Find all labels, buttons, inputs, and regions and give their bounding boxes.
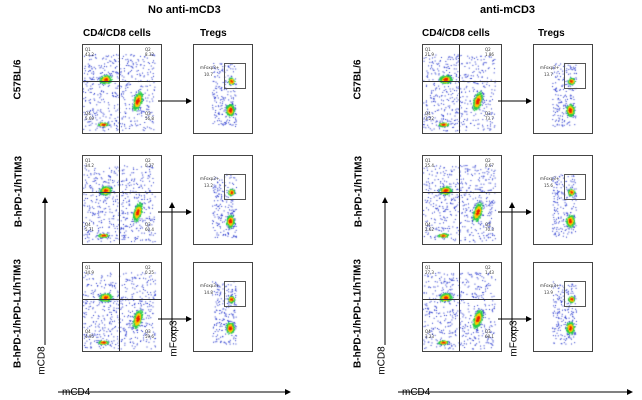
cd4cd8-dotplot: Q1 34.9 Q2 0.25 Q3 59.6 Q4 4.95: [82, 262, 162, 352]
quadrant-label: Q2: [145, 158, 151, 163]
quadrant-value: 73.7: [485, 116, 494, 121]
col-header-cd4cd8-right: CD4/CD8 cells: [422, 28, 490, 39]
treg-dotplot: mFoxp3+ 13.2: [193, 155, 253, 245]
panel-title-left: No anti-mCD3: [148, 4, 221, 16]
quadrant-label: Q2: [485, 158, 491, 163]
quadrant-hline: [423, 299, 501, 300]
col-header-cd4cd8-left: CD4/CD8 cells: [83, 28, 151, 39]
quadrant-vline: [459, 45, 460, 133]
quadrant-label: Q2: [485, 47, 491, 52]
col-header-tregs-left: Tregs: [200, 28, 227, 39]
quadrant-value: 34.2: [85, 163, 94, 168]
quadrant-value: 56.8: [145, 116, 154, 121]
panel-title-right: anti-mCD3: [480, 4, 536, 16]
quadrant-value: 2.62: [425, 227, 434, 232]
treg-gate-label: mFoxp3+: [540, 176, 560, 181]
quadrant-label: Q2: [145, 47, 151, 52]
quadrant-label: Q3: [485, 111, 491, 116]
quadrant-label: Q1: [85, 47, 91, 52]
quadrant-label: Q4: [425, 329, 431, 334]
quadrant-vline: [119, 263, 120, 351]
quadrant-label: Q4: [425, 222, 431, 227]
quadrant-value: 34.9: [85, 270, 94, 275]
quadrant-value: 1.43: [485, 270, 494, 275]
treg-value: 10.7: [204, 72, 213, 77]
quadrant-value: 25.4: [425, 163, 434, 168]
treg-gate: [224, 63, 246, 89]
col-header-tregs-right: Tregs: [538, 28, 565, 39]
treg-gate: [224, 174, 246, 200]
quadrant-label: Q3: [145, 111, 151, 116]
quadrant-value: 5.71: [85, 227, 94, 232]
quadrant-label: Q4: [85, 111, 91, 116]
treg-dotplot: mFoxp3+ 13.7: [533, 44, 593, 134]
quadrant-value: 68.1: [485, 334, 494, 339]
quadrant-value: 60.4: [145, 227, 154, 232]
quadrant-value: 70.3: [485, 227, 494, 232]
quadrant-value: 0.67: [485, 163, 494, 168]
quadrant-label: Q1: [425, 265, 431, 270]
quadrant-label: Q2: [485, 265, 491, 270]
quadrant-value: 1.86: [485, 52, 494, 57]
quadrant-vline: [119, 45, 120, 133]
treg-value: 15.6: [544, 183, 553, 188]
treg-gate: [564, 63, 586, 89]
quadrant-label: Q3: [485, 329, 491, 334]
quadrant-value: 5.69: [85, 116, 94, 121]
quadrant-value: 43.2: [85, 52, 94, 57]
quadrant-value: 3.22: [425, 116, 434, 121]
quadrant-value: 0.27: [145, 163, 154, 168]
quadrant-label: Q4: [85, 222, 91, 227]
quadrant-hline: [423, 81, 501, 82]
cd4cd8-dotplot: Q1 21.9 Q2 1.86 Q3 73.7 Q4 3.22: [422, 44, 502, 134]
treg-value: 14.8: [204, 290, 213, 295]
treg-gate-label: mFoxp3+: [200, 283, 220, 288]
quadrant-value: 21.9: [425, 52, 434, 57]
treg-dotplot: mFoxp3+ 13.9: [533, 262, 593, 352]
treg-value: 13.9: [544, 290, 553, 295]
cd4cd8-dotplot: Q1 34.2 Q2 0.27 Q3 60.4 Q4 5.71: [82, 155, 162, 245]
treg-value: 13.7: [544, 72, 553, 77]
treg-gate-label: mFoxp3+: [200, 176, 220, 181]
quadrant-value: 59.6: [145, 334, 154, 339]
quadrant-label: Q1: [85, 158, 91, 163]
quadrant-hline: [83, 192, 161, 193]
quadrant-value: 8.32: [145, 52, 154, 57]
cd4cd8-dotplot: Q1 43.2 Q2 8.32 Q3 56.8 Q4 5.69: [82, 44, 162, 134]
quadrant-label: Q3: [145, 329, 151, 334]
quadrant-label: Q3: [145, 222, 151, 227]
quadrant-label: Q3: [485, 222, 491, 227]
treg-gate: [564, 174, 586, 200]
quadrant-value: 4.95: [85, 334, 94, 339]
treg-gate: [564, 281, 586, 307]
treg-dotplot: mFoxp3+ 14.8: [193, 262, 253, 352]
quadrant-hline: [423, 192, 501, 193]
treg-gate-label: mFoxp3+: [540, 283, 560, 288]
quadrant-hline: [83, 299, 161, 300]
quadrant-value: 0.25: [145, 270, 154, 275]
cd4cd8-dotplot: Q1 27.3 Q2 1.43 Q3 68.1 Q4 3.23: [422, 262, 502, 352]
quadrant-label: Q2: [145, 265, 151, 270]
quadrant-label: Q1: [425, 47, 431, 52]
quadrant-hline: [83, 81, 161, 82]
treg-dotplot: mFoxp3+ 15.6: [533, 155, 593, 245]
quadrant-label: Q1: [85, 265, 91, 270]
quadrant-vline: [459, 156, 460, 244]
quadrant-value: 3.23: [425, 334, 434, 339]
treg-gate: [224, 281, 246, 307]
cd4cd8-dotplot: Q1 25.4 Q2 0.67 Q3 70.3 Q4 2.62: [422, 155, 502, 245]
quadrant-vline: [119, 156, 120, 244]
treg-dotplot: mFoxp3+ 10.7: [193, 44, 253, 134]
quadrant-label: Q4: [85, 329, 91, 334]
treg-value: 13.2: [204, 183, 213, 188]
quadrant-label: Q1: [425, 158, 431, 163]
treg-gate-label: mFoxp3+: [540, 65, 560, 70]
quadrant-label: Q4: [425, 111, 431, 116]
treg-gate-label: mFoxp3+: [200, 65, 220, 70]
quadrant-vline: [459, 263, 460, 351]
quadrant-value: 27.3: [425, 270, 434, 275]
